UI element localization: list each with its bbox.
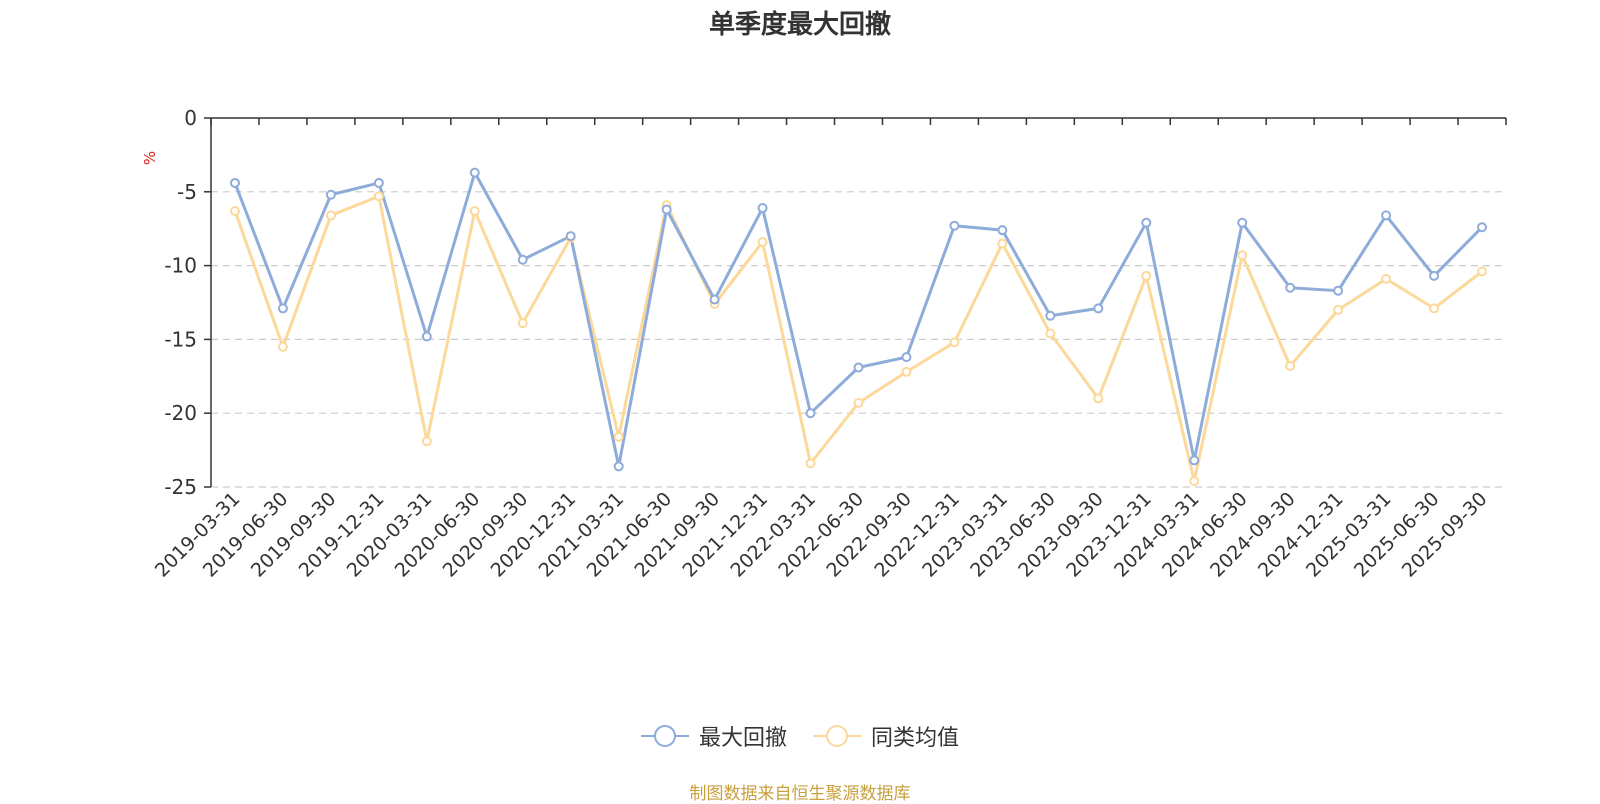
source-note: 制图数据来自恒生聚源数据库: [689, 784, 911, 804]
data-point-series-2: [421, 436, 432, 447]
data-point-series-2: [1045, 328, 1056, 339]
data-point-series-2: [277, 341, 288, 352]
data-point-series-2: [853, 397, 864, 408]
data-point-series-2: [997, 238, 1008, 249]
data-point-series-2: [1429, 303, 1440, 314]
series-lines: [233, 171, 1484, 483]
data-point-series-2: [901, 366, 912, 377]
data-point-series-2: [325, 210, 336, 221]
y-tick-label: -10: [164, 254, 197, 278]
data-point-series-1: [1237, 217, 1248, 228]
data-point-series-1: [1429, 270, 1440, 281]
axes: 0-5-10-15-20-25%2019-03-312019-06-302019…: [141, 106, 1507, 582]
data-point-series-1: [1045, 310, 1056, 321]
y-tick-label: -25: [164, 475, 197, 499]
data-point-series-1: [661, 204, 672, 215]
data-point-series-2: [613, 431, 624, 442]
data-point-series-1: [805, 408, 816, 419]
data-point-series-2: [1285, 360, 1296, 371]
y-tick-label: -15: [164, 327, 197, 351]
data-point-series-2: [1189, 476, 1200, 487]
y-tick-label: -5: [177, 180, 197, 204]
data-point-series-2: [469, 205, 480, 216]
data-point-series-1: [757, 203, 768, 214]
data-point-series-1: [949, 220, 960, 231]
chart-title: 单季度最大回撤: [708, 10, 891, 40]
data-point-series-1: [901, 352, 912, 363]
data-point-series-1: [1093, 303, 1104, 314]
series-line-2: [233, 194, 1483, 483]
data-point-series-2: [949, 337, 960, 348]
y-tick-label: 0: [184, 106, 197, 130]
legend-item-series-1[interactable]: 最大回撤: [640, 720, 787, 752]
data-point-series-1: [373, 177, 384, 188]
data-point-series-1: [853, 362, 864, 373]
legend-line-circle-icon: [640, 725, 689, 747]
data-point-series-2: [1333, 304, 1344, 315]
data-point-series-1: [709, 294, 720, 305]
data-point-series-1: [1285, 282, 1296, 293]
data-point-series-2: [1093, 393, 1104, 404]
data-point-series-1: [1477, 222, 1488, 233]
data-point-series-1: [325, 189, 336, 200]
data-point-series-2: [1237, 250, 1248, 261]
data-point-series-1: [277, 303, 288, 314]
data-point-series-1: [229, 177, 240, 188]
data-point-series-1: [469, 167, 480, 178]
data-point-series-1: [1141, 217, 1152, 228]
data-point-series-2: [517, 318, 528, 329]
data-point-series-1: [1333, 285, 1344, 296]
data-point-series-2: [229, 205, 240, 216]
data-point-series-1: [517, 254, 528, 265]
legend-line-circle-icon: [813, 725, 861, 747]
data-points: [229, 167, 1488, 487]
legend-item-series-2[interactable]: 同类均值: [813, 720, 959, 752]
data-point-series-2: [757, 236, 768, 247]
data-point-series-2: [1381, 273, 1392, 284]
data-point-series-1: [1189, 455, 1200, 466]
y-tick-label: -20: [164, 401, 197, 425]
data-point-series-1: [565, 231, 576, 242]
legend: 最大回撤 同类均值: [0, 720, 1600, 752]
data-point-series-2: [1477, 266, 1488, 277]
data-point-series-1: [997, 225, 1008, 236]
legend-label-series-2: 同类均值: [871, 726, 960, 751]
data-point-series-2: [373, 191, 384, 202]
data-point-series-1: [1381, 210, 1392, 221]
data-point-series-2: [1141, 270, 1152, 281]
data-point-series-2: [805, 458, 816, 469]
y-axis-unit: %: [141, 151, 159, 165]
data-point-series-1: [613, 461, 624, 472]
data-point-series-1: [421, 331, 432, 342]
legend-label-series-1: 最大回撤: [698, 726, 787, 751]
line-chart: 0-5-10-15-20-25%2019-03-312019-06-302019…: [141, 106, 1507, 582]
